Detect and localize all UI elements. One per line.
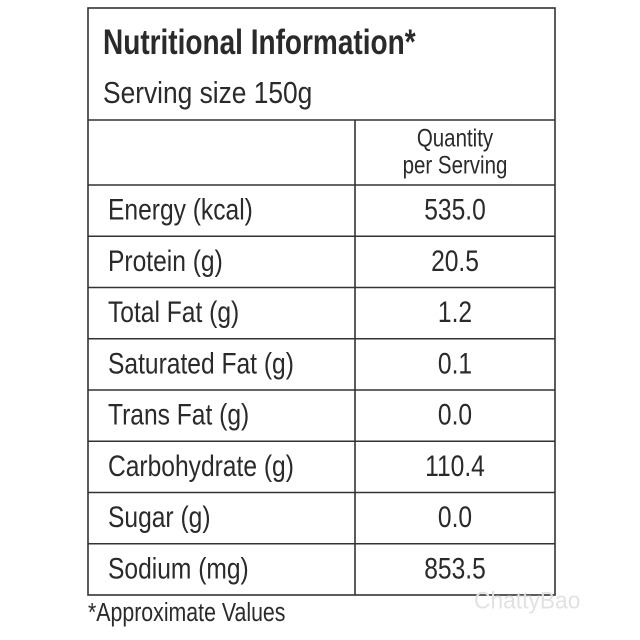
- nutrient-value: 535.0: [424, 192, 486, 226]
- nutrient-value: 853.5: [424, 551, 486, 585]
- nutrient-name: Sodium (mg): [108, 551, 249, 585]
- nutrient-name: Trans Fat (g): [108, 397, 249, 431]
- nutrient-value: 20.5: [431, 243, 479, 277]
- nutrient-name: Saturated Fat (g): [108, 346, 294, 380]
- nutrient-value: 0.0: [438, 397, 472, 431]
- column-header: per Serving: [403, 151, 508, 179]
- nutrient-value: 0.0: [438, 500, 472, 534]
- watermark: ChattyBao: [474, 587, 580, 614]
- nutrient-value: 1.2: [438, 295, 472, 329]
- serving-size: Serving size 150g: [103, 76, 312, 110]
- nutrient-value: 110.4: [425, 448, 485, 482]
- nutrient-name: Protein (g): [108, 243, 223, 277]
- nutrient-name: Carbohydrate (g): [108, 448, 294, 482]
- nutrient-name: Energy (kcal): [108, 192, 253, 226]
- title: Nutritional Information*: [103, 22, 416, 62]
- footnote: *Approximate Values: [88, 598, 286, 628]
- nutrient-name: Total Fat (g): [108, 295, 239, 329]
- nutrient-name: Sugar (g): [108, 500, 211, 534]
- column-header: Quantity: [417, 124, 494, 152]
- label-border: [87, 7, 556, 596]
- nutrient-value: 0.1: [438, 346, 472, 380]
